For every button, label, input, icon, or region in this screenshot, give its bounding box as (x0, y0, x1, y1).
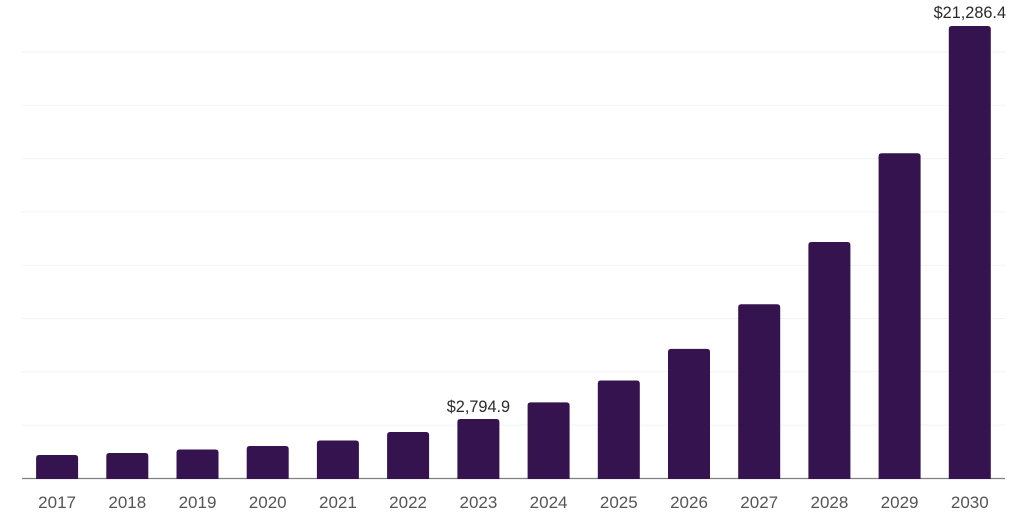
svg-text:2028: 2028 (810, 493, 848, 512)
svg-text:2024: 2024 (530, 493, 568, 512)
svg-text:$2,794.9: $2,794.9 (447, 398, 510, 416)
svg-text:2030: 2030 (951, 493, 989, 512)
svg-text:2022: 2022 (389, 493, 427, 512)
svg-text:2029: 2029 (881, 493, 919, 512)
svg-text:2017: 2017 (38, 493, 76, 512)
svg-text:2027: 2027 (740, 493, 778, 512)
svg-text:2026: 2026 (670, 493, 708, 512)
svg-text:2023: 2023 (459, 493, 497, 512)
svg-text:2019: 2019 (179, 493, 217, 512)
svg-text:$21,286.4: $21,286.4 (934, 4, 1006, 22)
svg-text:2018: 2018 (108, 493, 146, 512)
svg-text:2020: 2020 (249, 493, 287, 512)
svg-text:2021: 2021 (319, 493, 357, 512)
svg-text:2025: 2025 (600, 493, 638, 512)
